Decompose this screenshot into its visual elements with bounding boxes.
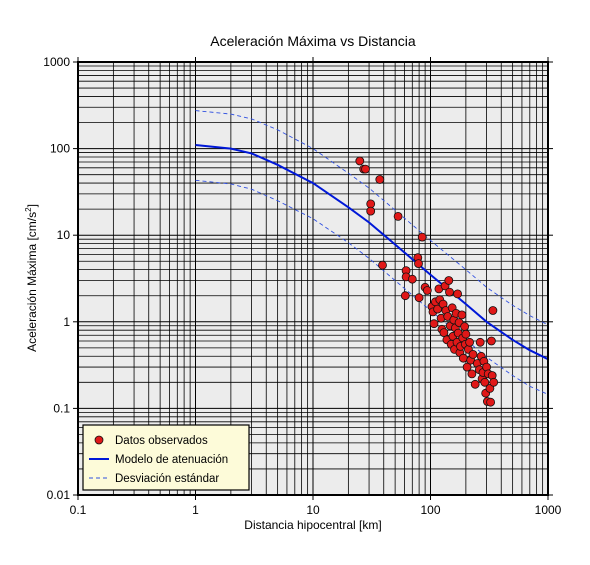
observed-data-point xyxy=(488,306,498,315)
x-tick-label: 10 xyxy=(306,503,320,517)
y-tick-label: 1 xyxy=(63,315,70,329)
y-axis-label-main: Aceleración Máxima [cm/s xyxy=(25,212,39,352)
legend-label: Desviación estándar xyxy=(115,473,219,485)
observed-data-point xyxy=(417,232,427,242)
observed-data-point xyxy=(480,377,490,387)
legend-label: Datos observados xyxy=(115,435,208,447)
x-tick-label: 0.1 xyxy=(70,503,87,517)
y-tick-label: 0.1 xyxy=(53,401,70,415)
observed-data-point xyxy=(444,276,454,285)
observed-data-point xyxy=(489,377,499,387)
observed-data-point xyxy=(467,369,477,379)
legend: Datos observados Modelo de atenuación Desv… xyxy=(82,424,250,491)
observed-data-point xyxy=(400,291,410,301)
x-axis-label: Distancia hipocentral [km] xyxy=(244,518,381,532)
observed-data-point xyxy=(457,310,467,320)
observed-data-point xyxy=(439,328,449,338)
observed-data-point xyxy=(465,337,475,347)
attenuation-model-line xyxy=(195,144,549,361)
y-axis-label-close: ] xyxy=(25,204,39,207)
y-tick-label: 10 xyxy=(57,228,71,242)
x-tick-label: 100 xyxy=(420,503,440,517)
y-tick-label: 0.01 xyxy=(47,488,71,502)
x-tick-label: 1 xyxy=(192,503,199,517)
observed-data-point xyxy=(486,397,496,407)
observed-data-point xyxy=(393,211,403,221)
observed-data-point xyxy=(486,336,496,346)
y-tick-label: 100 xyxy=(50,142,70,156)
observed-data-point xyxy=(461,329,471,339)
x-tick-label: 1000 xyxy=(535,503,562,517)
legend-label: Modelo de atenuación xyxy=(115,454,228,466)
observed-data-point xyxy=(361,164,370,174)
observed-data-point xyxy=(458,353,468,363)
observed-data-point xyxy=(366,206,376,216)
observed-data-point xyxy=(407,274,417,284)
legend-marker-icon xyxy=(94,435,104,445)
legend-box xyxy=(82,424,250,491)
observed-data-point xyxy=(429,319,439,329)
observed-data-point xyxy=(433,304,443,314)
observed-data-point xyxy=(355,156,365,166)
observed-data-point xyxy=(445,287,454,297)
y-tick-label: 1000 xyxy=(43,55,70,69)
observed-data-point xyxy=(475,337,485,347)
std-deviation-line xyxy=(195,110,549,326)
observed-data-point xyxy=(453,289,463,299)
chart-title: Aceleración Máxima vs Distancia xyxy=(210,33,416,49)
observed-data-point xyxy=(470,379,480,389)
observed-data-point xyxy=(468,349,478,359)
observed-data-point xyxy=(414,293,424,303)
observed-data-point xyxy=(375,175,385,184)
observed-data-point xyxy=(460,322,470,332)
y-axis-label-superscript: 2 xyxy=(24,207,33,212)
observed-data-point xyxy=(414,259,423,269)
observed-data-point xyxy=(366,199,376,209)
observed-data-point xyxy=(378,260,387,270)
observed-data-point xyxy=(422,286,432,295)
observed-data-point xyxy=(462,362,472,372)
y-axis-label: Aceleración Máxima [cm/s2] xyxy=(24,204,39,352)
